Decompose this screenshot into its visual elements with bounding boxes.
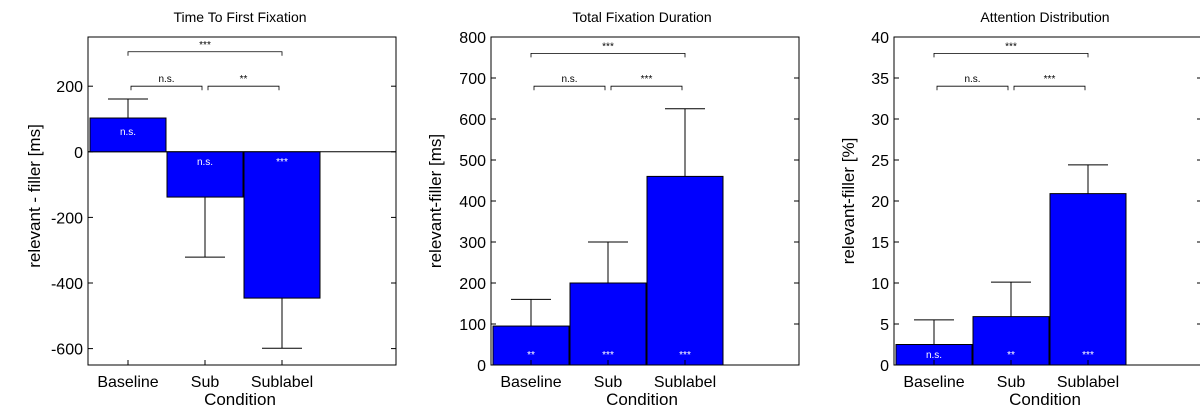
comparison-bracket-3-0 [936,85,1009,91]
ytick-label-2-1: 100 [459,317,486,334]
comparison-label-1-0: n.s. [158,74,174,85]
comparison-bracket-2-2 [530,53,686,58]
ytick-label-3-1: 5 [880,317,889,334]
category-label-3-0: Baseline [903,374,964,391]
bar-2-sub [569,282,647,366]
ytick-label-3-0: 0 [880,358,889,375]
comparison-label-1-2: *** [199,40,211,51]
comparison-label-3-0: n.s. [964,74,980,85]
comparison-bracket-1-1 [207,85,280,91]
comparison-bracket-1-2 [127,51,283,56]
ytick-label-3-6: 30 [871,112,889,129]
bar-sig-label-2-1: *** [602,350,614,361]
ytick-label-2-6: 600 [459,112,486,129]
comparison-label-2-0: n.s. [561,74,577,85]
category-label-1-0: Baseline [97,374,158,391]
panel-1-ylabel: relevant - filler [ms] [25,124,44,268]
panel-attention-distribution: Attention Distribution Condition relevan… [839,9,1200,409]
bar-1-sublabel [243,151,321,299]
bar-3-sublabel [1049,193,1127,366]
bar-2-baseline [492,325,570,366]
category-label-3-2: Sublabel [1057,374,1119,391]
ytick-label-2-0: 0 [477,358,486,375]
bar-sig-label-3-2: *** [1082,350,1094,361]
ytick-label-3-3: 15 [871,235,889,252]
comparison-bracket-2-0 [533,85,606,91]
ytick-label-3-4: 20 [871,194,889,211]
panel-3-title: Attention Distribution [980,9,1109,25]
panel-3-ylabel: relevant-filler [%] [839,138,858,265]
bar-1-baseline [89,117,167,153]
panel-2-xlabel: Condition [606,390,678,409]
ytick-label-2-3: 300 [459,235,486,252]
comparison-bracket-3-2 [933,53,1089,58]
category-label-2-2: Sublabel [654,374,716,391]
ytick-label-2-5: 500 [459,153,486,170]
panel-time-to-first-fixation: Time To First Fixation Condition relevan… [25,9,397,409]
panel-total-fixation-duration: Total Fixation Duration Condition releva… [426,9,800,409]
category-label-1-1: Sub [191,374,220,391]
ytick-label-3-2: 10 [871,276,889,293]
bar-sig-label-3-1: ** [1007,350,1015,361]
category-label-2-1: Sub [594,374,623,391]
comparison-label-3-1: *** [1044,74,1056,85]
bar-2-sublabel [646,175,724,366]
panel-1-plot: -600 -400 -200 0 200 n.s. Baseline n.s. Sub *** Su… [51,40,396,391]
bar-sig-label-2-0: ** [527,350,535,361]
panel-3-xlabel: Condition [1009,390,1081,409]
comparison-label-2-1: *** [641,74,653,85]
category-label-2-0: Baseline [500,374,561,391]
ytick-label-2-7: 700 [459,71,486,88]
comparison-bracket-3-1 [1013,85,1086,91]
bar-sig-label-1-1: n.s. [197,157,213,168]
panel-2-title: Total Fixation Duration [572,9,711,25]
panel-3-plot: 0 5 10 15 20 25 30 35 40 n.s. Baseline ** Sub *** Subl… [871,30,1200,391]
category-label-1-2: Sublabel [251,374,313,391]
category-label-3-1: Sub [997,374,1026,391]
comparison-label-1-1: ** [240,74,248,85]
ytick-label-1-2: -200 [51,210,83,227]
comparison-bracket-2-1 [610,85,683,91]
bar-3-sub [972,316,1050,366]
ytick-label-1-4: 200 [56,79,83,96]
bar-1-sub [166,151,244,198]
comparison-bracket-1-0 [130,85,203,91]
panel-2-ylabel: relevant-filler [ms] [426,134,445,268]
bar-sig-label-1-2: *** [276,157,288,168]
panel-1-xlabel: Condition [204,390,276,409]
bar-sig-label-3-0: n.s. [926,350,942,361]
bar-sig-label-1-0: n.s. [120,127,136,138]
ytick-label-2-8: 800 [459,30,486,47]
ytick-label-1-0: -600 [51,342,83,359]
ytick-label-2-4: 400 [459,194,486,211]
comparison-label-3-2: *** [1005,41,1017,52]
ytick-label-3-7: 35 [871,71,889,88]
panel-1-title: Time To First Fixation [173,9,306,25]
ytick-label-1-1: -400 [51,276,83,293]
ytick-label-3-5: 25 [871,153,889,170]
ytick-label-2-2: 200 [459,276,486,293]
ytick-label-3-8: 40 [871,30,889,47]
comparison-label-2-2: *** [602,41,614,52]
bar-sig-label-2-2: *** [679,350,691,361]
panel-2-plot: 0 100 200 300 400 500 600 700 800 ** Baseline *** Su… [459,30,799,391]
ytick-label-1-3: 0 [74,145,83,162]
panel-1-axes-frame [87,36,397,366]
